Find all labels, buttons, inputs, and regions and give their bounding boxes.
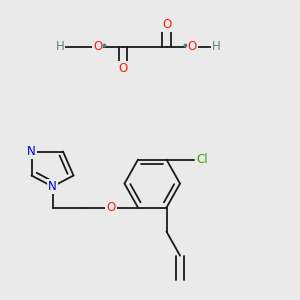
- Text: N: N: [48, 180, 57, 193]
- Text: O: O: [162, 17, 171, 31]
- Text: O: O: [93, 40, 102, 53]
- Text: Cl: Cl: [196, 153, 208, 166]
- Text: O: O: [188, 40, 196, 53]
- Text: O: O: [118, 62, 127, 76]
- Text: H: H: [56, 40, 64, 53]
- Text: H: H: [212, 40, 220, 53]
- Text: O: O: [106, 201, 116, 214]
- Text: N: N: [27, 145, 36, 158]
